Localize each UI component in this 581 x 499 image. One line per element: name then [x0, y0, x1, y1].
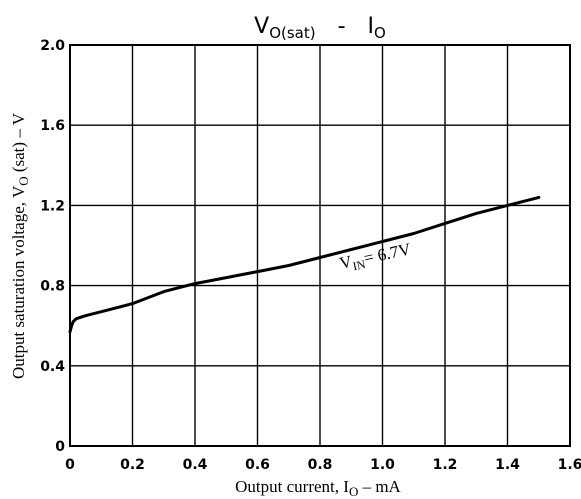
x-tick-label: 1.2 [433, 457, 458, 473]
series-line-0 [68, 195, 541, 334]
data-series [68, 195, 541, 334]
y-tick-label: 2.0 [40, 38, 65, 54]
x-tick-label: 1.6 [558, 457, 581, 473]
y-tick-label: 0.4 [40, 359, 65, 375]
x-tick-label: 0.4 [183, 457, 208, 473]
x-tick-label: 0.8 [308, 457, 333, 473]
gridlines [69, 44, 571, 447]
x-tick-label: 1.4 [495, 457, 520, 473]
x-tick-label: 0.2 [120, 457, 145, 473]
x-axis-label: Output current, IO – mA [235, 477, 401, 499]
y-tick-label: 0.8 [40, 279, 65, 295]
x-tick-label: 0 [65, 457, 75, 473]
y-axis-label: Output saturation voltage, VO (sat) – V [9, 112, 31, 379]
y-tick-label: 0 [55, 439, 65, 455]
x-tick-labels: 0 0.2 0.4 0.6 0.8 1.0 1.2 1.4 1.6 [65, 457, 581, 473]
y-tick-labels: 0 0.4 0.8 1.2 1.6 2.0 [40, 38, 65, 455]
x-tick-label: 1.0 [370, 457, 395, 473]
y-tick-label: 1.2 [40, 198, 65, 214]
chart-title: VO(sat) - IO [254, 14, 386, 42]
y-tick-label: 1.6 [40, 118, 65, 134]
plot-frame [69, 44, 571, 447]
x-tick-label: 0.6 [245, 457, 270, 473]
